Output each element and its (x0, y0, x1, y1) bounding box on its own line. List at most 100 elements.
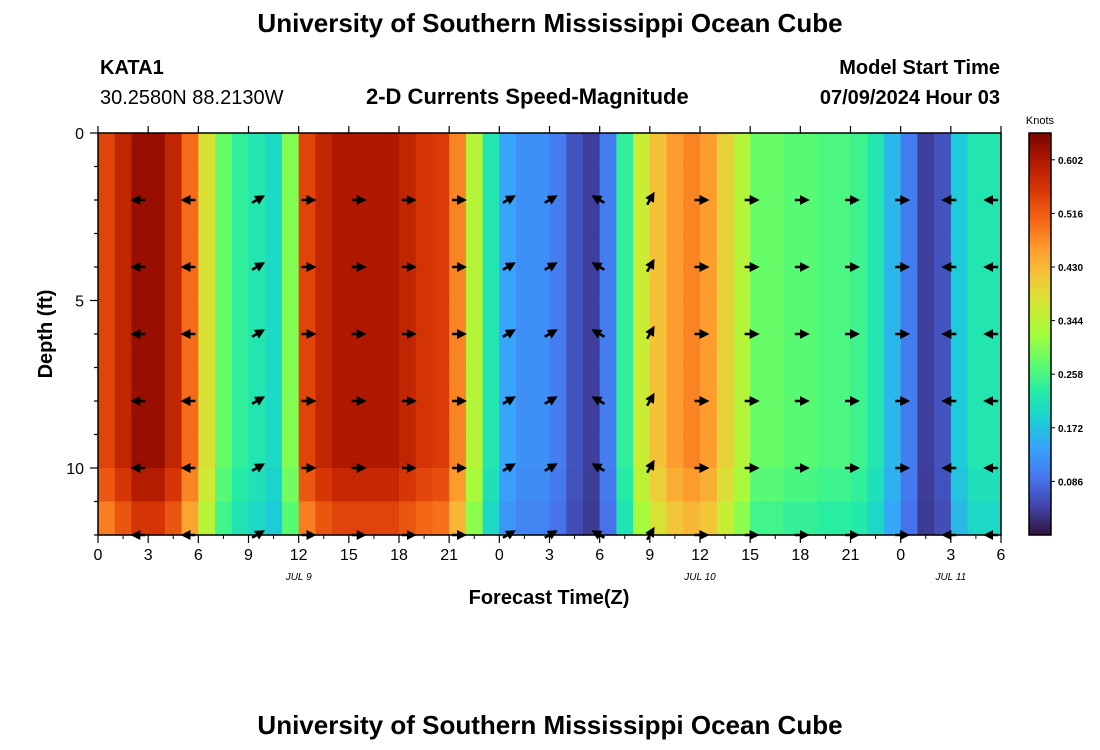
heatmap-cell (599, 300, 617, 335)
heatmap-cell (415, 401, 434, 436)
heatmap-cell (516, 334, 534, 369)
heatmap-cell (281, 300, 300, 335)
heatmap-cell (215, 501, 233, 536)
heatmap-cell (449, 233, 467, 268)
heatmap-cell (716, 267, 735, 302)
heatmap-cell (365, 468, 383, 503)
heatmap-cell (265, 300, 283, 335)
heatmap-cell (733, 267, 751, 302)
heatmap-cell (883, 133, 902, 168)
heatmap-cell (499, 166, 517, 201)
heatmap-cell (599, 334, 617, 369)
heatmap-cell (164, 468, 183, 503)
heatmap-cell (766, 401, 785, 436)
heatmap-cell (332, 233, 350, 268)
heatmap-cell (783, 133, 801, 168)
heatmap-cell (616, 233, 634, 268)
heatmap-cell (114, 501, 133, 536)
heatmap-cell (532, 468, 551, 503)
heatmap-cell (950, 334, 969, 369)
heatmap-cell (265, 334, 283, 369)
heatmap-cell (967, 468, 985, 503)
heatmap-cell (900, 300, 918, 335)
current-vector (591, 195, 606, 205)
heatmap-cell (265, 401, 283, 436)
heatmap-cell (516, 267, 534, 302)
x-tick-label: 9 (244, 547, 253, 564)
heatmap-cell (332, 501, 350, 536)
heatmap-cell (883, 468, 902, 503)
heatmap-cell (934, 501, 952, 536)
heatmap-cell (967, 401, 985, 436)
heatmap-cell (649, 267, 668, 302)
x-tick-label: 3 (545, 547, 554, 564)
heatmap-cell (733, 166, 751, 201)
heatmap-cell (114, 300, 133, 335)
heatmap-cell (215, 401, 233, 436)
heatmap-cell (950, 133, 969, 168)
heatmap-cell (449, 401, 467, 436)
heatmap-cell (164, 233, 183, 268)
heatmap-cell (281, 468, 300, 503)
heatmap-cell (148, 166, 166, 201)
heatmap-cell (633, 133, 651, 168)
x-tick-label: 9 (645, 547, 654, 564)
current-vector (502, 262, 516, 272)
heatmap-cell (683, 200, 701, 235)
y-axis-label: Depth (ft) (35, 290, 57, 379)
heatmap-cell (198, 166, 216, 201)
heatmap-cell (883, 300, 902, 335)
heatmap-cell (215, 166, 233, 201)
heatmap-cell (499, 468, 517, 503)
heatmap-cell (181, 200, 199, 235)
heatmap-cell (399, 501, 417, 536)
heatmap-cell (833, 200, 852, 235)
heatmap-cell (566, 434, 584, 469)
current-vector (645, 392, 655, 407)
heatmap-cell (432, 233, 450, 268)
heatmap-cell (298, 166, 316, 201)
heatmap-cell (800, 166, 818, 201)
heatmap-cell (215, 300, 233, 335)
heatmap-cell (549, 401, 567, 436)
heatmap-cell (98, 133, 116, 168)
heatmap-cell (499, 401, 517, 436)
heatmap-cell (114, 233, 133, 268)
heatmap-cell (917, 300, 935, 335)
heatmap-cell (432, 267, 450, 302)
current-vector (502, 195, 516, 205)
heatmap-cell (934, 166, 952, 201)
heatmap-cell (833, 468, 852, 503)
heatmap-cell (248, 166, 266, 201)
heatmap-cell (382, 133, 400, 168)
heatmap-cell (532, 133, 551, 168)
heatmap-cell (198, 267, 216, 302)
heatmap-cell (265, 133, 283, 168)
heatmap-cell (766, 300, 785, 335)
heatmap-cell (867, 233, 885, 268)
currents-chart: 0 3 6 9 12 15 18 21 0 3 6 9 12 15 18 21 0 3 6 JUL 9 JUL 10 JU… (35, 115, 1083, 609)
heatmap-cell (683, 166, 701, 201)
heatmap-cell (516, 468, 534, 503)
heatmap-cell (198, 133, 216, 168)
heatmap-cell (817, 468, 835, 503)
heatmap-cell (766, 501, 785, 536)
heatmap-cell (265, 233, 283, 268)
heatmap-cell (516, 166, 534, 201)
heatmap-cell (967, 501, 985, 536)
colorbar-tick-label: 0.344 (1058, 317, 1083, 328)
colorbar-unit: Knots (1026, 115, 1055, 127)
heatmap-cell (482, 334, 500, 369)
chart-title: 2-D Currents Speed-Magnitude (366, 84, 689, 109)
heatmap-cell (265, 367, 283, 402)
heatmap-cell (482, 300, 500, 335)
heatmap-cell (599, 501, 617, 536)
heatmap-cell (683, 501, 701, 536)
heatmap-cell (164, 501, 183, 536)
heatmap-cell (98, 233, 116, 268)
heatmap-cell (716, 334, 735, 369)
heatmap-cell (883, 200, 902, 235)
heatmap-cell (382, 300, 400, 335)
heatmap-cell (415, 200, 434, 235)
heatmap-cell (315, 334, 333, 369)
